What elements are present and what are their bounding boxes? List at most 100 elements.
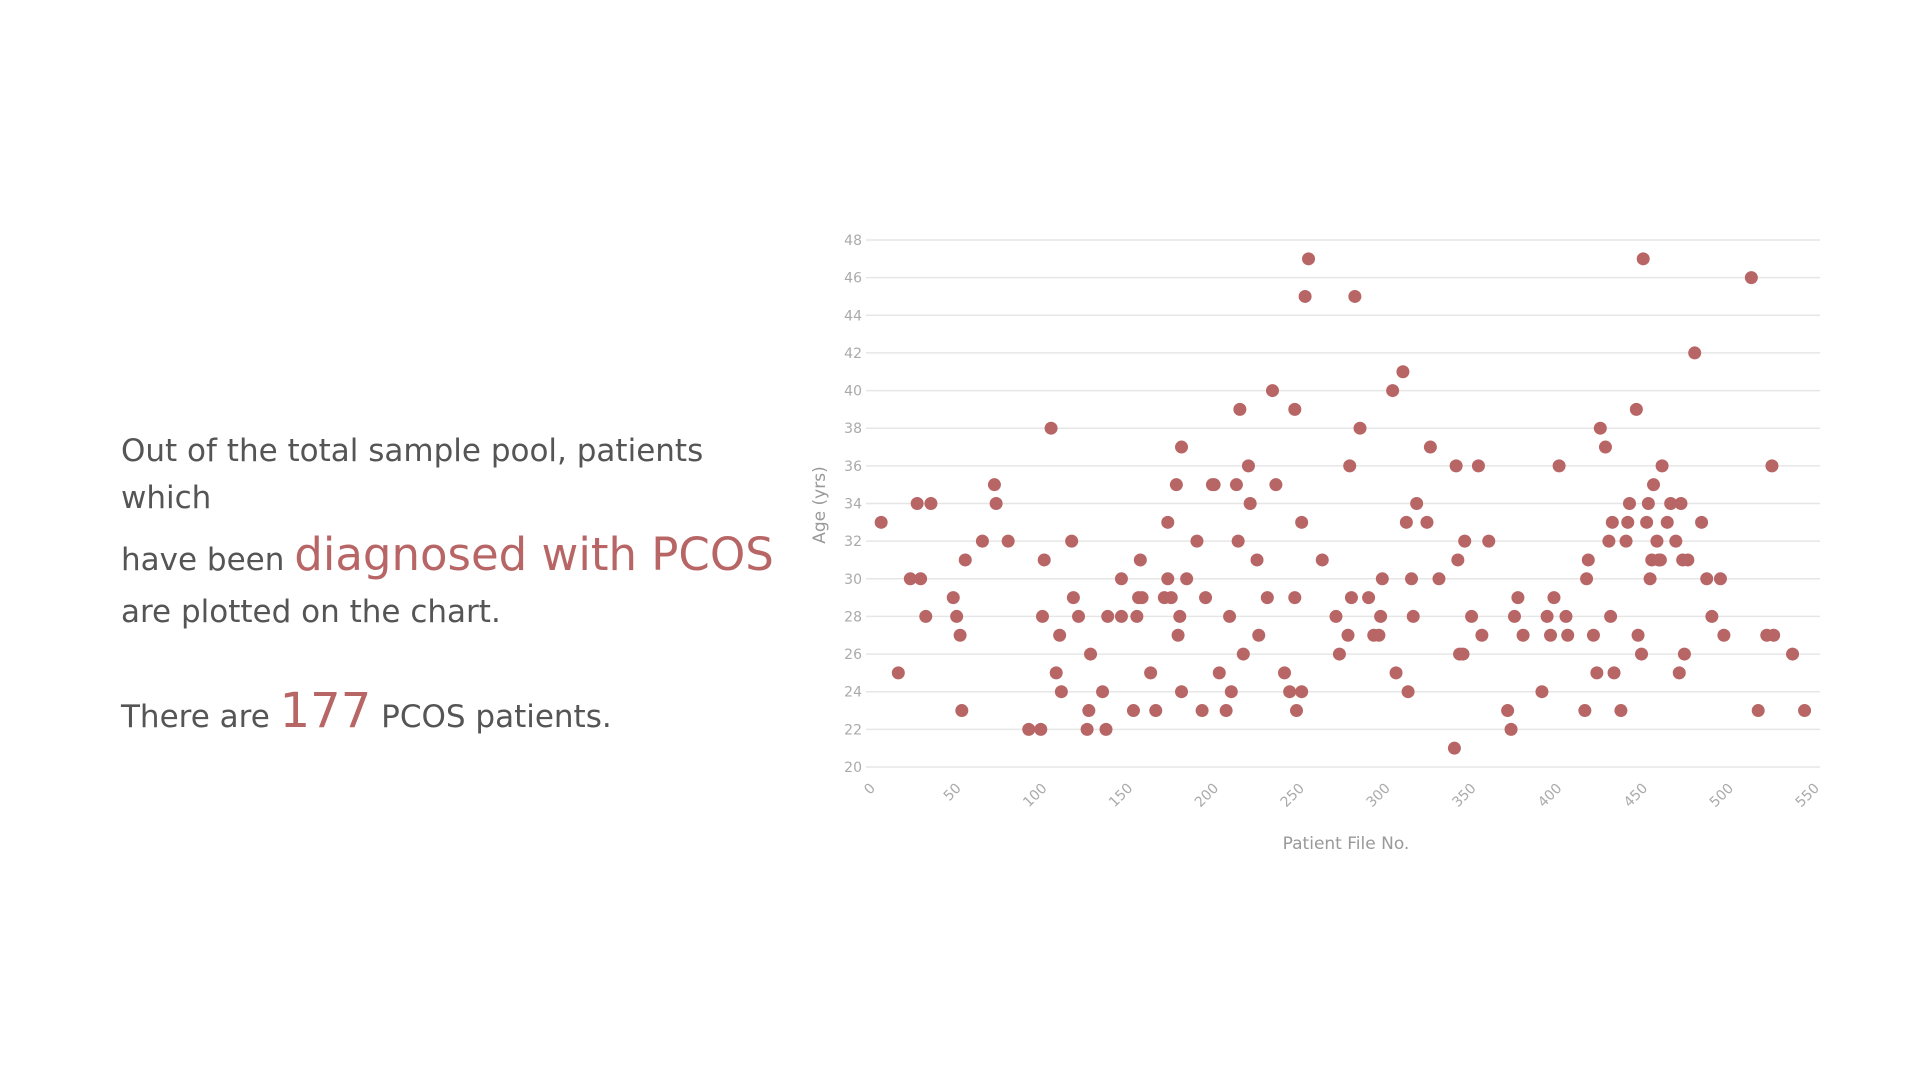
data-point	[1401, 685, 1415, 699]
data-point	[953, 628, 967, 642]
data-point	[1001, 534, 1015, 548]
data-point	[1700, 572, 1714, 586]
data-point	[1101, 609, 1115, 623]
data-point	[1054, 685, 1068, 699]
data-point	[1362, 591, 1376, 605]
data-point	[1672, 666, 1686, 680]
data-point	[1223, 609, 1237, 623]
x-axis-title: Patient File No.	[1283, 834, 1410, 854]
data-point	[1410, 497, 1424, 510]
data-point	[1169, 478, 1183, 492]
y-tick-label: 44	[844, 308, 862, 324]
data-point	[1641, 497, 1655, 510]
stat-paragraph: There are 177 PCOS patients.	[121, 675, 801, 747]
data-point	[1348, 289, 1362, 303]
data-point	[903, 572, 917, 586]
data-point	[1501, 704, 1515, 718]
data-point	[1295, 515, 1309, 529]
data-point	[1099, 722, 1113, 736]
data-point	[1580, 572, 1594, 586]
data-point	[1343, 459, 1357, 473]
x-tick-label: 200	[1192, 781, 1222, 811]
y-tick-label: 48	[844, 233, 862, 249]
data-point	[1302, 252, 1316, 266]
data-point	[1622, 497, 1636, 510]
data-point	[1593, 421, 1607, 435]
data-point	[1447, 741, 1461, 755]
y-tick-label: 40	[844, 384, 862, 400]
data-point	[1265, 384, 1279, 398]
data-points	[874, 252, 1812, 755]
x-tick-label: 550	[1793, 781, 1823, 811]
data-point	[1607, 666, 1621, 680]
data-point	[1631, 628, 1645, 642]
data-point	[1114, 609, 1128, 623]
data-point	[1650, 534, 1664, 548]
y-tick-label: 28	[844, 609, 862, 625]
data-point	[1212, 666, 1226, 680]
data-point	[987, 478, 1001, 492]
data-point	[1283, 685, 1297, 699]
data-point	[955, 704, 969, 718]
data-point	[1798, 704, 1812, 718]
data-point	[1053, 628, 1067, 642]
description-paragraph: Out of the total sample pool, patients w…	[121, 428, 801, 635]
data-point	[1084, 647, 1098, 661]
data-point	[1552, 459, 1566, 473]
data-point	[1144, 666, 1158, 680]
description-line-2-prefix: have been	[121, 542, 285, 578]
data-point	[1389, 666, 1403, 680]
data-point	[1229, 478, 1243, 492]
data-point	[1420, 515, 1434, 529]
data-point	[1581, 553, 1595, 567]
data-point	[1561, 628, 1575, 642]
data-point	[1636, 252, 1650, 266]
data-point	[1277, 666, 1291, 680]
data-point	[1643, 572, 1657, 586]
data-point	[1180, 572, 1194, 586]
data-point	[1660, 515, 1674, 529]
x-tick-label: 350	[1449, 781, 1479, 811]
data-point	[1243, 497, 1257, 510]
data-point	[1386, 384, 1400, 398]
data-point	[1586, 628, 1600, 642]
data-point	[874, 515, 888, 529]
data-point	[1341, 628, 1355, 642]
y-tick-label: 26	[844, 647, 862, 663]
data-point	[1049, 666, 1063, 680]
data-point	[946, 591, 960, 605]
data-point	[1290, 704, 1304, 718]
data-point	[1604, 609, 1618, 623]
highlight-diagnosed: diagnosed with PCOS	[294, 528, 774, 581]
data-point	[1096, 685, 1110, 699]
y-tick-label: 36	[844, 459, 862, 475]
y-tick-label: 46	[844, 271, 862, 287]
data-point	[1173, 609, 1187, 623]
x-tick-label: 500	[1707, 781, 1737, 811]
data-point	[1072, 609, 1086, 623]
data-point	[1233, 402, 1247, 416]
data-point	[1458, 534, 1472, 548]
data-point	[950, 609, 964, 623]
data-point	[1161, 515, 1175, 529]
gridlines	[866, 239, 1820, 768]
data-point	[1250, 553, 1264, 567]
data-point	[1451, 553, 1465, 567]
data-point	[1298, 289, 1312, 303]
description-line-3: are plotted on the chart.	[121, 593, 501, 630]
data-point	[1655, 459, 1669, 473]
y-tick-label: 38	[844, 421, 862, 437]
y-tick-label: 34	[844, 497, 862, 513]
data-point	[1475, 628, 1489, 642]
data-point	[1482, 534, 1496, 548]
x-tick-label: 0	[861, 781, 879, 799]
stat-value: 177	[279, 683, 372, 739]
data-point	[1219, 704, 1233, 718]
data-point	[1149, 704, 1163, 718]
data-point	[1471, 459, 1485, 473]
data-point	[924, 497, 938, 510]
data-point	[1065, 534, 1079, 548]
y-tick-label: 24	[844, 685, 862, 701]
data-point	[1504, 722, 1518, 736]
